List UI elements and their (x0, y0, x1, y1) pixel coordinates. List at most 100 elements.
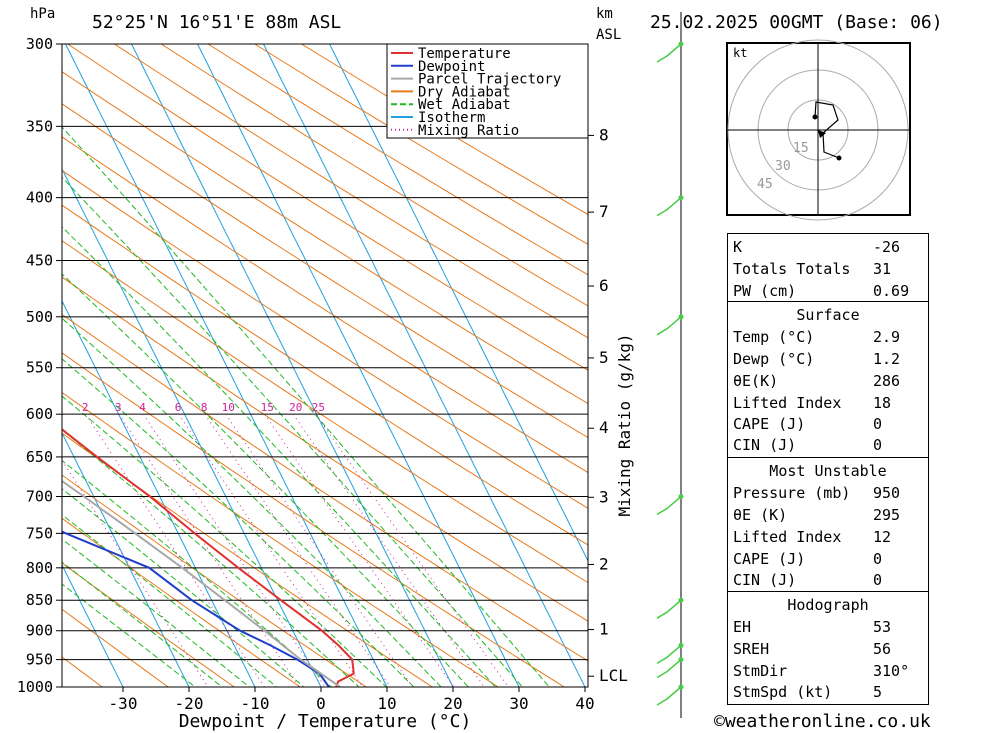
height-tick-label: 1 (599, 620, 609, 639)
legend-entry: Temperature (418, 46, 511, 62)
pressure-tick-label: 800 (26, 559, 53, 577)
stmdir-label: StmDir (733, 662, 788, 680)
temperature-profile (62, 428, 355, 687)
legend-entry: Dewpoint (418, 59, 485, 75)
isotherm-line (62, 563, 124, 687)
plot-frame (61, 43, 589, 688)
legend-box (386, 43, 589, 139)
dry-adiabat-line (62, 71, 588, 405)
dry-adiabat-line (66, 44, 588, 371)
hodograph-ring-label: 30 (775, 159, 791, 174)
mixing-ratio-label: 2 (82, 401, 89, 414)
legend-entry: Wet Adiabat (418, 97, 511, 113)
asl-axis-title: ASL (596, 27, 622, 43)
height-tick-label: 2 (599, 554, 609, 573)
hodograph-params-title: Hodograph (787, 596, 869, 614)
temperature-tick-label: 20 (443, 694, 462, 713)
mixing-ratio-axis-label: Mixing Ratio (g/kg) (615, 333, 634, 516)
hodograph-params-panel: Hodograph EH 53 SREH 56 StmDir 310° StmS… (727, 591, 929, 705)
mixing-ratio-line (62, 459, 209, 687)
chart-axes: 3003504004505005506006507007508008509009… (17, 35, 634, 732)
pressure-tick-label: 850 (26, 591, 53, 609)
mixing-ratio-label: 8 (201, 401, 208, 414)
mu-cape-label: CAPE (J) (733, 550, 806, 568)
wind-barb (656, 197, 682, 217)
surface-cape-label: CAPE (J) (733, 415, 806, 433)
stmdir-value: 310° (873, 662, 910, 680)
k-index-value: -26 (873, 238, 901, 256)
wet-adiabat-line (62, 358, 415, 687)
totals-label: Totals Totals (733, 260, 851, 278)
temperature-tick-label: -30 (109, 694, 138, 713)
dry-adiabat-line (62, 240, 588, 584)
mu-pressure-value: 950 (873, 484, 901, 502)
indices-panel: K -26 Totals Totals 31 PW (cm) 0.69 (727, 233, 929, 303)
mu-cin-label: CIN (J) (733, 571, 797, 589)
surface-temp-label: Temp (°C) (733, 328, 815, 346)
dry-adiabat-line (62, 656, 104, 687)
pressure-tick-label: 350 (26, 117, 53, 135)
surface-temp-value: 2.9 (873, 328, 901, 346)
wind-barb (656, 686, 682, 706)
legend-entry: Parcel Trajectory (418, 72, 561, 88)
surface-li-label: Lifted Index (733, 394, 842, 412)
pw-label: PW (cm) (733, 282, 797, 300)
parcel-trajectory-profile (62, 479, 341, 687)
site-credit: ©weatheronline.co.uk (714, 711, 931, 732)
isotherm-line (62, 299, 256, 687)
mu-pressure-label: Pressure (mb) (733, 484, 851, 502)
station-location: 52°25'N 16°51'E 88m ASL (92, 12, 342, 33)
pressure-tick-label: 500 (26, 308, 53, 326)
km-axis-title: km (596, 6, 613, 22)
height-tick-label: 6 (599, 276, 609, 295)
wet-adiabat-line (62, 429, 360, 687)
temperature-tick-label: 10 (377, 694, 396, 713)
temperature-tick-label: -10 (241, 694, 270, 713)
dry-adiabat-line (300, 44, 588, 216)
hodograph-point (812, 114, 818, 120)
mu-cin-value: 0 (873, 571, 883, 589)
wind-barb (656, 644, 682, 665)
mu-li-value: 12 (873, 528, 892, 546)
pressure-tick-label: 400 (26, 189, 53, 207)
dry-adiabat-line (62, 276, 588, 622)
mu-li-label: Lifted Index (733, 528, 842, 546)
stmspd-label: StmSpd (kt) (733, 683, 833, 701)
surface-theta-value: 286 (873, 372, 901, 390)
mixing-ratio-line (178, 413, 364, 687)
height-tick-label: 5 (599, 348, 609, 367)
isotherm-line (328, 44, 588, 563)
mixing-ratio-line (315, 413, 509, 687)
dry-adiabat-line (207, 44, 588, 276)
dry-adiabat-line (62, 608, 170, 687)
pressure-tick-label: 600 (26, 405, 53, 423)
surface-li-value: 18 (873, 394, 892, 412)
sounding-datetime: 25.02.2025 00GMT (Base: 06) (650, 12, 943, 33)
temperature-tick-label: -20 (175, 694, 204, 713)
mixing-ratio-lines: 1 2 3 4 6 8 10 15 20 25 (62, 401, 509, 687)
isotherm-line (196, 44, 520, 687)
wet-adiabat-line (62, 459, 333, 687)
wet-adiabat-line (62, 273, 469, 687)
stmspd-value: 5 (873, 683, 883, 701)
hpa-axis-title: hPa (30, 6, 56, 22)
mu-cape-value: 0 (873, 550, 883, 568)
eh-label: EH (733, 618, 752, 636)
surface-theta-label: θE(K) (733, 372, 779, 390)
dry-adiabat-line (62, 204, 588, 546)
eh-value: 53 (873, 618, 892, 636)
temperature-tick-label: 0 (316, 694, 326, 713)
pressure-tick-label: 650 (26, 448, 53, 466)
dry-adiabat-line (62, 391, 500, 687)
mu-theta-label: θE (K) (733, 506, 788, 524)
pressure-tick-label: 1000 (17, 678, 53, 696)
mixing-ratio-label: 4 (139, 401, 146, 414)
mixing-ratio-label: 3 (115, 401, 122, 414)
isotherm-line (0, 7, 4, 713)
wet-adiabat-line (62, 317, 442, 687)
hodograph-point (836, 155, 842, 161)
pressure-tick-label: 450 (26, 252, 53, 270)
